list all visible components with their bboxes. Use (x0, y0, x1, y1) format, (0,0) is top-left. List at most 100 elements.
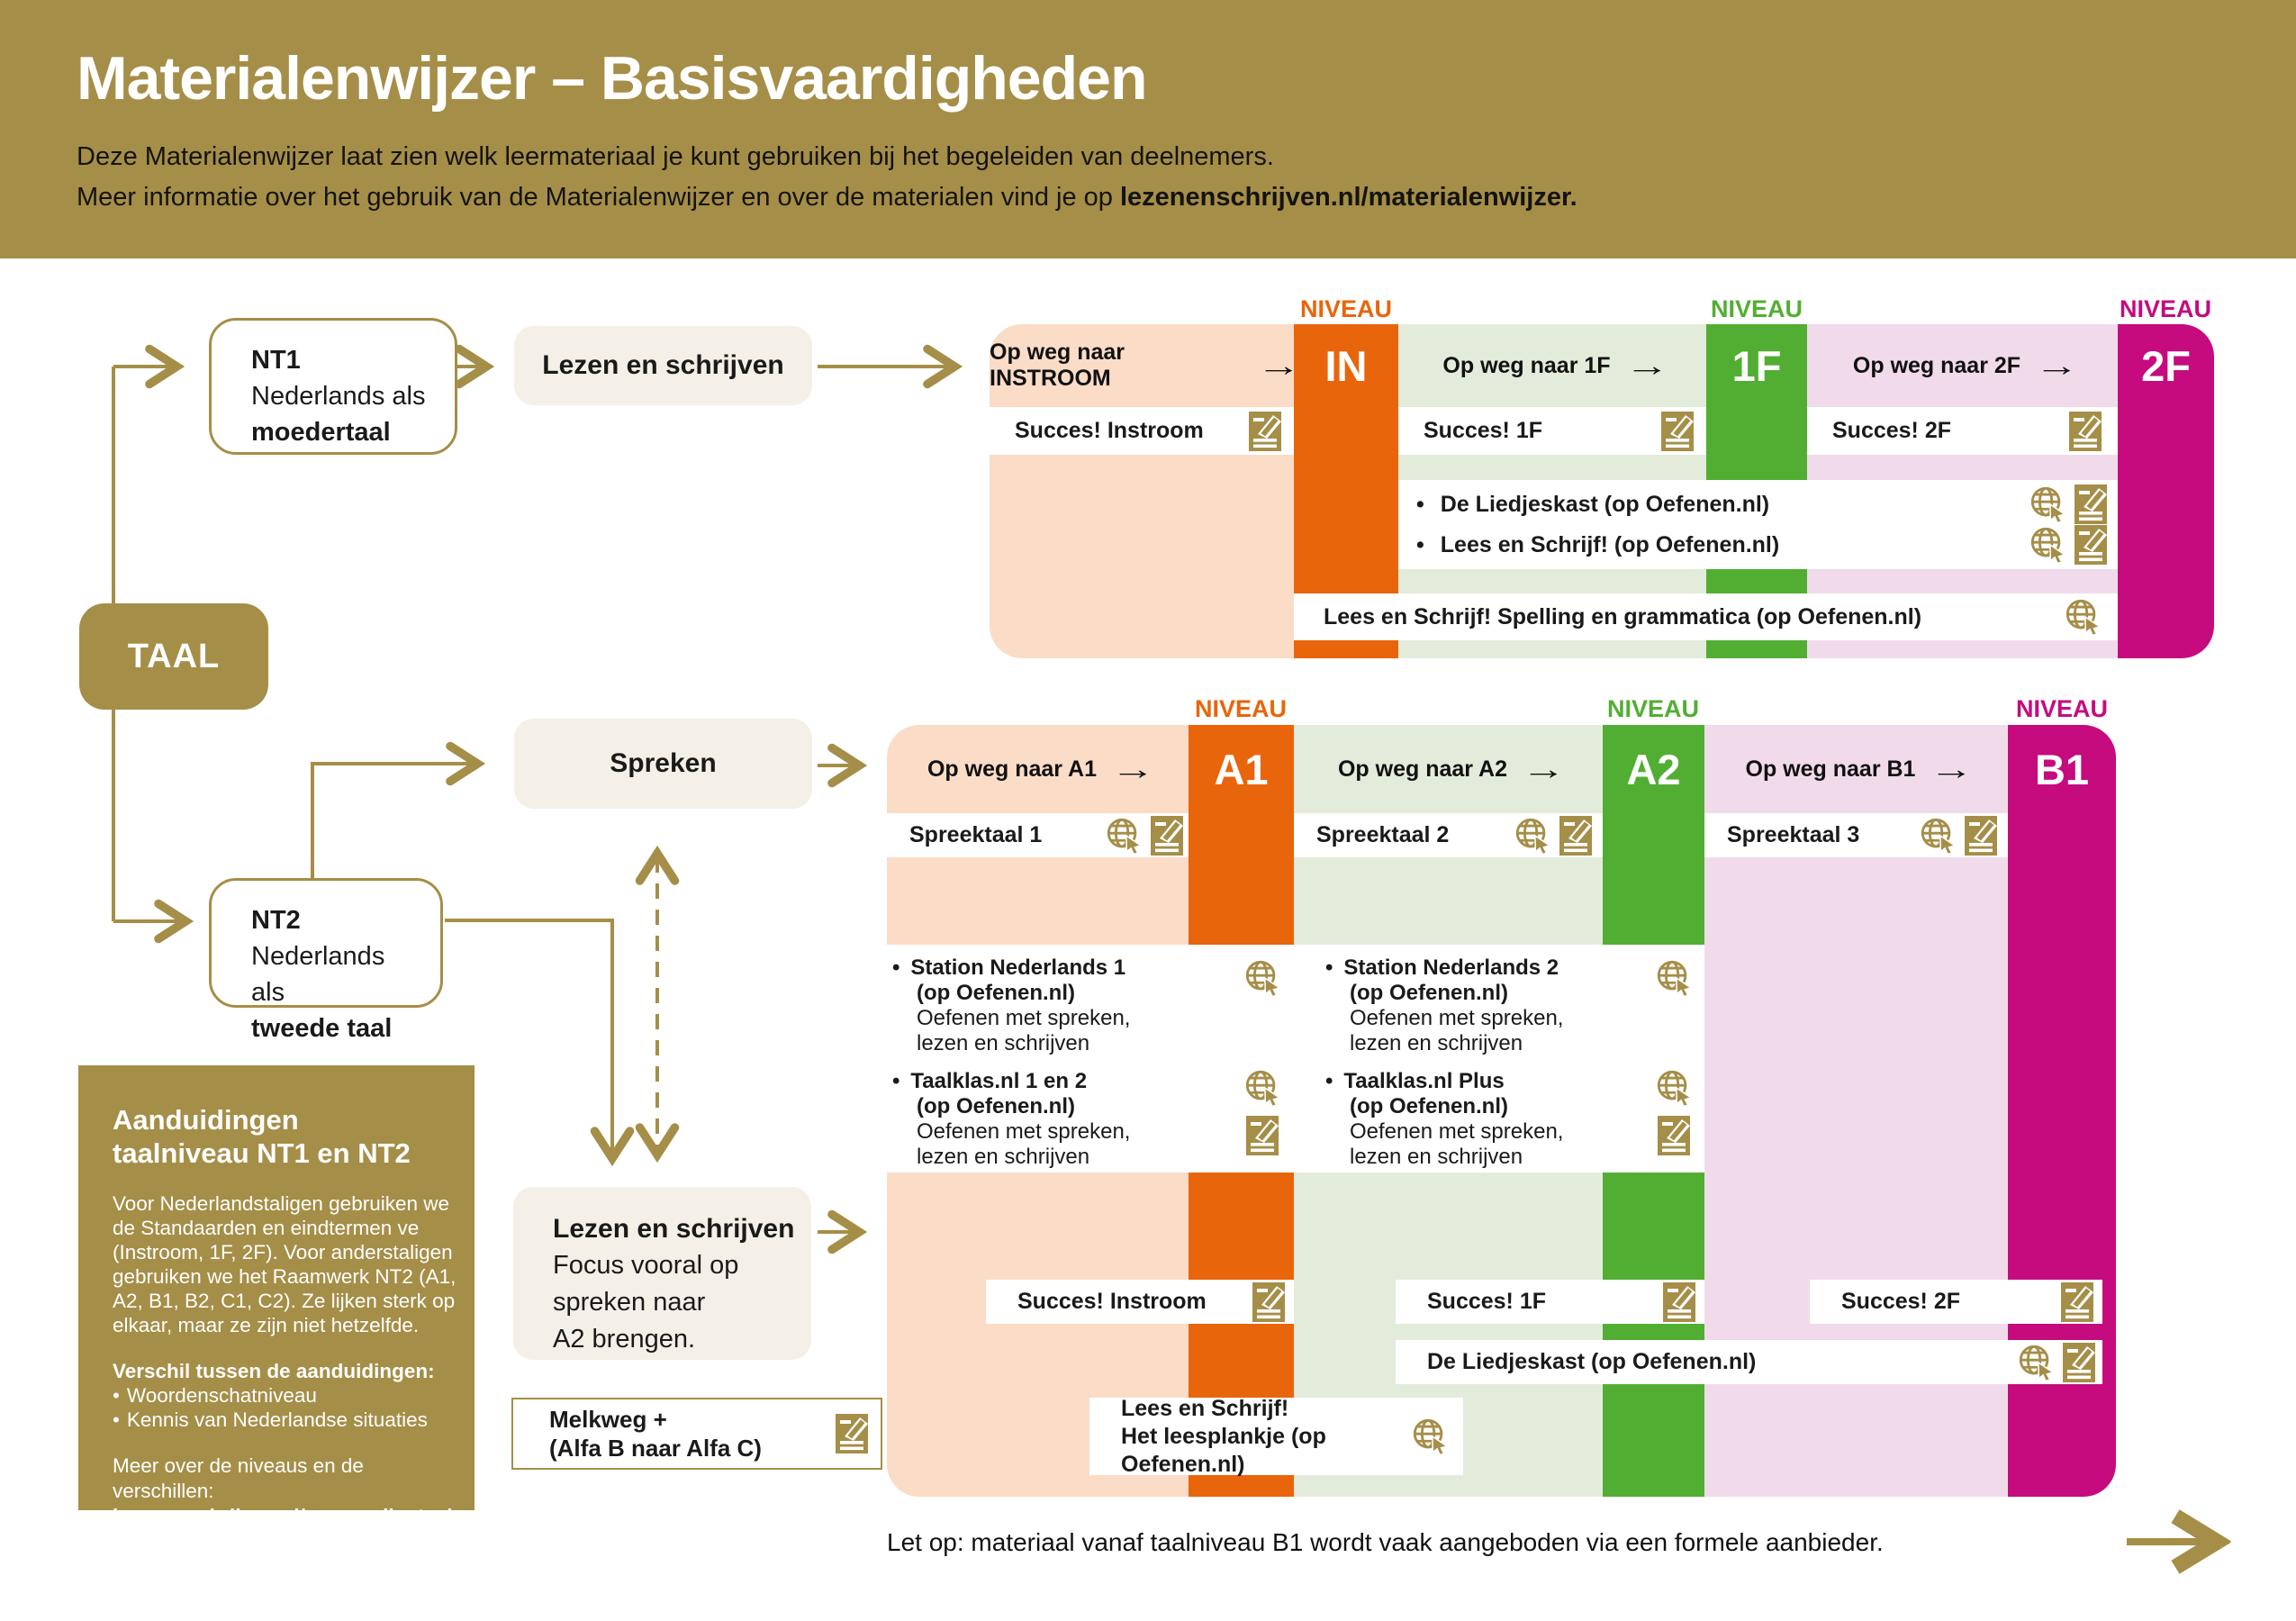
nt1-materials-table: Op weg naar INSTROOM → IN Op weg naar 1F… (990, 324, 2214, 658)
niveau-label-a1: NIVEAU (1194, 695, 1287, 722)
material-row: Lees en Schrijf! Het leesplankje (op Oef… (1089, 1395, 1463, 1477)
focus-line1: Focus vooral op (553, 1251, 739, 1280)
material-item: • Taalklas.nl Plus (op Oefenen.nl) Oefen… (1325, 1069, 1623, 1170)
op-weg-text: Op weg naar A1 (927, 756, 1097, 782)
material-item: • Station Nederlands 1 (op Oefenen.nl) O… (892, 955, 1189, 1056)
document-icon (2075, 525, 2107, 565)
material-row: Succes! 1F (1398, 407, 1706, 455)
arrow-glyph: → (2034, 349, 2080, 382)
header-subtitle-2-text: Meer informatie over het gebruik van de … (77, 183, 1120, 212)
infobox-footer: Meer over de niveaus en de verschillen: (113, 1454, 364, 1502)
op-weg-text: Op weg naar B1 (1745, 756, 1916, 782)
header-subtitle-2: Meer informatie over het gebruik van de … (77, 183, 1577, 213)
material-title: Lees en Schrijf! (1121, 1395, 1289, 1421)
document-icon (1559, 816, 1592, 856)
bullet-glyph: • (892, 955, 900, 980)
niveau-label-2f: NIVEAU (2119, 295, 2211, 322)
op-weg-naar-a1: Op weg naar A1 → (887, 725, 1189, 813)
nt1-line2: moedertaal (251, 418, 391, 447)
material-row: Spreektaal 2 (1294, 813, 1603, 857)
spreken-node: Spreken (514, 719, 812, 809)
globe-link-icon (1655, 1069, 1693, 1107)
op-weg-naar-a2: Op weg naar A2 → (1294, 725, 1603, 813)
material-title: Lees en Schrijf! Spelling en grammatica … (1324, 603, 1922, 629)
header: Materialenwijzer – Basisvaardigheden Dez… (0, 0, 2296, 258)
material-row: Succes! Instroom (990, 407, 1294, 455)
column-level-2f (2118, 324, 2214, 658)
focus-line3: A2 brengen. (553, 1325, 696, 1354)
material-title: Spreektaal 1 (909, 822, 1043, 847)
globe-link-icon (1919, 817, 1957, 855)
arrow-glyph: → (1930, 752, 1975, 785)
globe-link-icon (1243, 959, 1281, 997)
material-title: Station Nederlands 1 (910, 955, 1126, 980)
material-row: Succes! 2F (1810, 1280, 2102, 1324)
material-desc: lezen en schrijven (917, 1145, 1090, 1169)
document-icon (836, 1414, 868, 1453)
material-title: Het leesplankje (op Oefenen.nl) (1121, 1423, 1326, 1477)
document-icon (1965, 816, 1997, 856)
arrow-glyph: → (1256, 349, 1302, 382)
nt2-line1: Nederlands als (251, 942, 385, 1007)
op-weg-text: Op weg naar A2 (1337, 756, 1507, 782)
globe-link-icon (1243, 1069, 1281, 1107)
eenvoudigetaal-link[interactable]: lezenenschrijven.nl/eenvoudigetaal. (113, 1505, 458, 1527)
bullet-glyph: • (1416, 491, 1424, 517)
infobox-bullet-1: Woordenschatniveau (126, 1384, 317, 1407)
material-desc: Oefenen met spreken, (1350, 1006, 1564, 1030)
material-desc: lezen en schrijven (1350, 1145, 1523, 1169)
material-title: De Liedjeskast (op Oefenen.nl) (1440, 491, 1770, 517)
taal-node: TAAL (79, 603, 268, 710)
niveau-label-a2: NIVEAU (1606, 695, 1699, 722)
taal-label: TAAL (127, 637, 221, 675)
lezen-en-schrijven-node: Lezen en schrijven (514, 326, 812, 405)
op-weg-naar-2f: Op weg naar 2F → (1807, 324, 2118, 407)
niveau-label-b1: NIVEAU (2015, 695, 2108, 722)
niveau-label-in: NIVEAU (1299, 295, 1392, 322)
document-icon (1661, 412, 1694, 451)
globe-link-icon (1514, 817, 1551, 855)
material-group: • Station Nederlands 1 (op Oefenen.nl) O… (887, 945, 1704, 1173)
arrow-glyph: → (1110, 752, 1156, 785)
document-icon (1252, 1282, 1285, 1322)
op-weg-text: Op weg naar 2F (1852, 352, 2021, 378)
arrow-glyph: → (1521, 752, 1567, 785)
document-icon (2063, 1343, 2095, 1382)
nt1-line1: Nederlands als (251, 382, 426, 411)
material-subtitle: (op Oefenen.nl) (917, 1094, 1075, 1118)
materialenwijzer-link[interactable]: lezenenschrijven.nl/materialenwijzer. (1119, 183, 1577, 212)
focus-title: Lezen en schrijven (553, 1214, 795, 1244)
op-weg-naar-1f: Op weg naar 1F → (1398, 324, 1706, 407)
lezen-focus-node: Lezen en schrijven Focus vooral op sprek… (513, 1187, 811, 1360)
document-icon (2075, 484, 2107, 524)
material-title: Station Nederlands 2 (1343, 955, 1559, 980)
level-badge-a2: A2 (1626, 745, 1681, 793)
infobox-subheading: Verschil tussen de aanduidingen: (113, 1360, 435, 1382)
material-title: Succes! 1F (1424, 418, 1543, 443)
nt2-code: NT2 (251, 906, 301, 935)
material-desc: lezen en schrijven (917, 1031, 1090, 1055)
op-weg-naar-instroom: Op weg naar INSTROOM → (990, 324, 1301, 407)
material-item: • Taalklas.nl 1 en 2 (op Oefenen.nl) Oef… (892, 1069, 1189, 1170)
infobox-title-2: taalniveau NT1 en NT2 (113, 1137, 411, 1169)
material-title: Taalklas.nl Plus (1343, 1069, 1505, 1093)
level-badge-a1: A1 (1214, 745, 1269, 793)
footnote: Let op: materiaal vanaf taalniveau B1 wo… (887, 1528, 1884, 1556)
material-row: Spreektaal 3 (1704, 813, 2008, 857)
document-icon (1151, 816, 1183, 856)
arrow-glyph: → (1624, 349, 1669, 382)
material-title: De Liedjeskast (op Oefenen.nl) (1427, 1349, 1757, 1374)
globe-link-icon (2029, 526, 2066, 564)
nt2-line2: tweede taal (251, 1014, 393, 1043)
op-weg-naar-b1: Op weg naar B1 → (1704, 725, 2008, 813)
header-subtitle-1: Deze Materialenwijzer laat zien welk lee… (77, 142, 1274, 171)
material-title: Succes! 2F (1832, 418, 1952, 443)
material-subtitle: (op Oefenen.nl) (917, 981, 1075, 1005)
nt1-code: NT1 (251, 346, 301, 375)
material-row: Succes! Instroom (986, 1280, 1294, 1324)
material-row: • Lees en Schrijf! (op Oefenen.nl) (1416, 525, 2107, 565)
nt1-node: NT1 Nederlands als moedertaal (209, 318, 457, 455)
focus-line2: spreken naar (553, 1288, 706, 1317)
nt2-node: NT2 Nederlands als tweede taal (209, 878, 443, 1043)
